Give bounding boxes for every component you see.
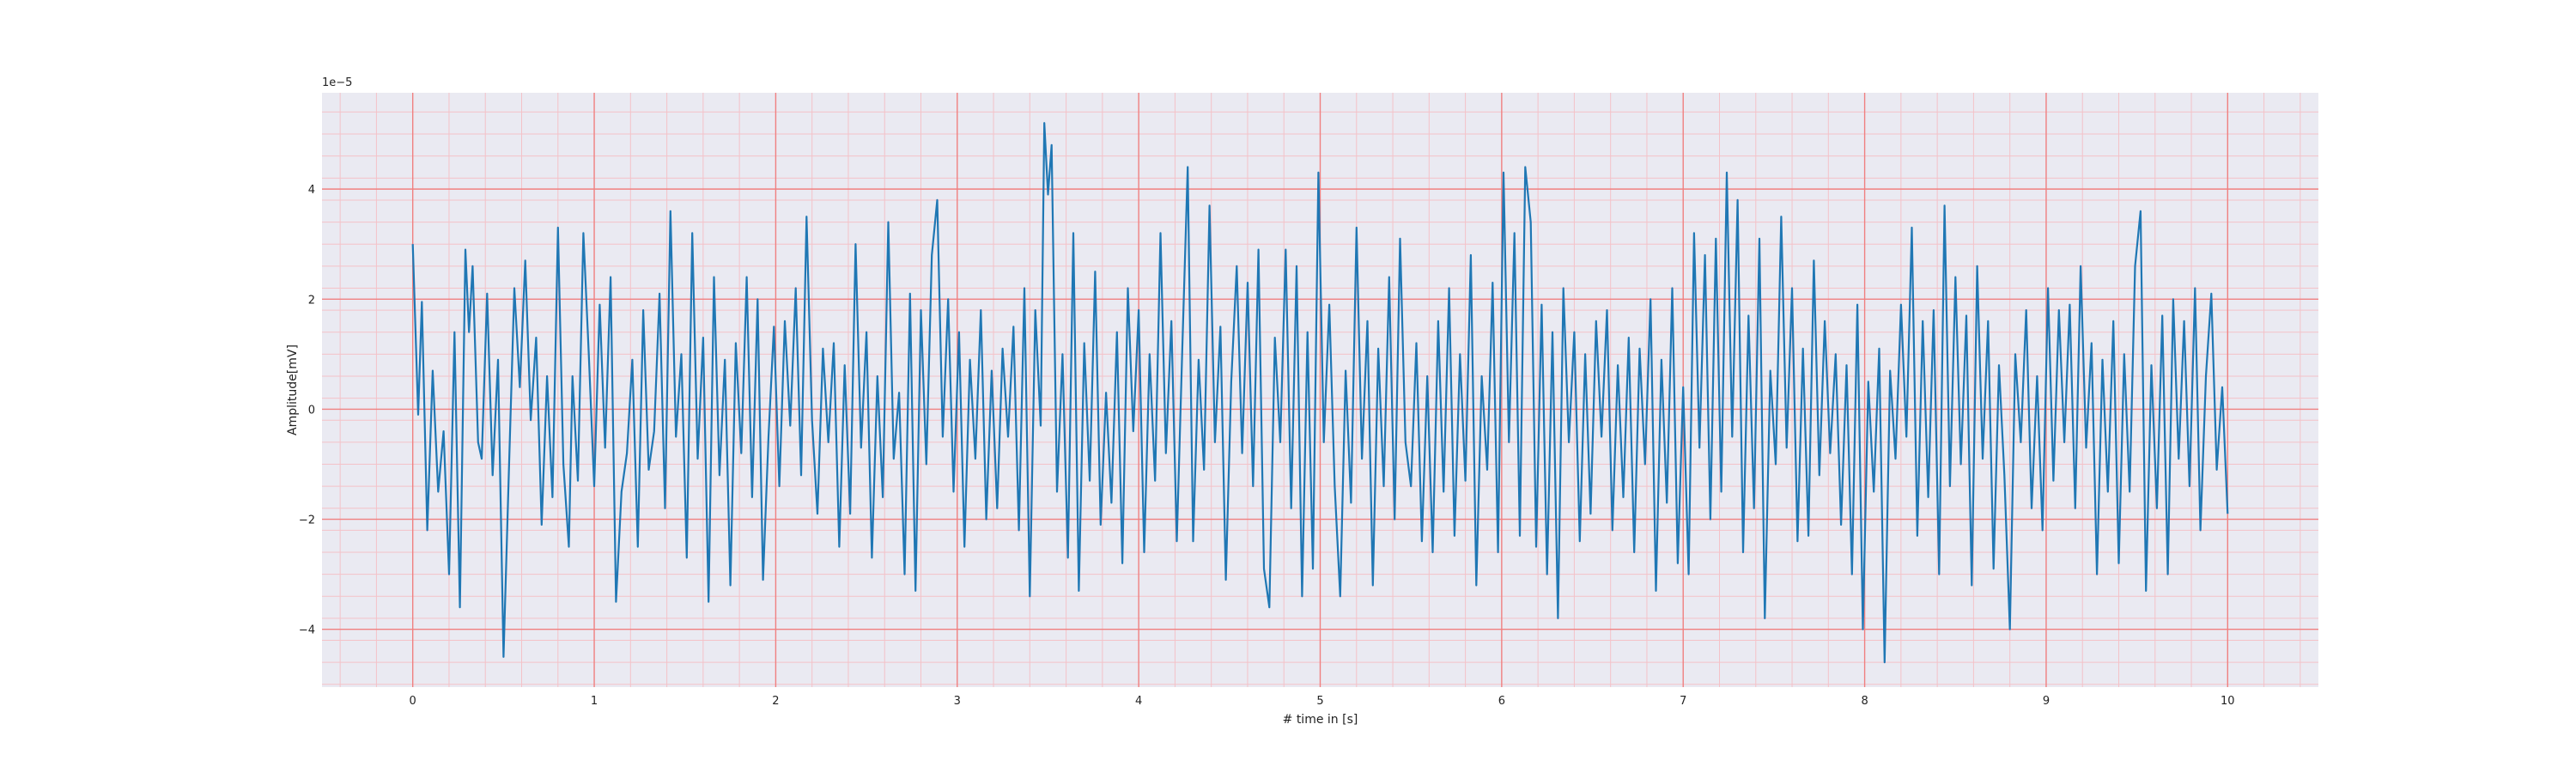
y-tick-label: −2 [299, 514, 315, 527]
y-tick-label: −4 [299, 624, 315, 637]
series-line [411, 122, 2229, 664]
y-tick-label: 2 [308, 294, 315, 307]
x-tick-label: 6 [1498, 695, 1505, 708]
x-tick-label: 5 [1316, 695, 1323, 708]
x-tick-label: 9 [2043, 695, 2050, 708]
y-tick-label: 0 [308, 404, 315, 417]
x-tick-label: 8 [1861, 695, 1868, 708]
x-tick-label: 1 [591, 695, 598, 708]
x-tick-label: 0 [410, 695, 416, 708]
x-tick-labels: 0 1 2 3 4 5 6 7 8 9 10 [410, 695, 2235, 708]
x-tick-label: 2 [772, 695, 779, 708]
x-axis-label: # time in [s] [1283, 713, 1358, 727]
x-tick-label: 4 [1135, 695, 1142, 708]
x-tick-label: 3 [954, 695, 961, 708]
y-tick-labels: −4 −2 0 2 4 [299, 184, 315, 637]
y-axis-label: Amplitude[mV] [286, 344, 300, 435]
x-tick-label: 7 [1680, 695, 1686, 708]
y-offset-text: 1e−5 [322, 76, 352, 89]
x-tick-label: 10 [2221, 695, 2235, 708]
y-tick-label: 4 [308, 184, 315, 197]
